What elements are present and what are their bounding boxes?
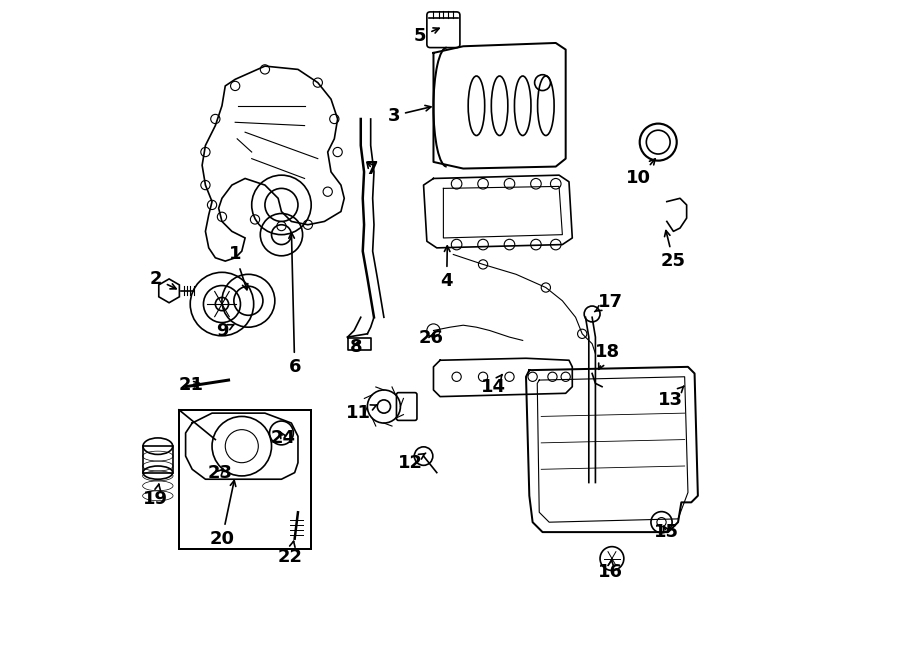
Text: 13: 13 <box>658 386 684 409</box>
Text: 14: 14 <box>481 375 506 396</box>
Text: 21: 21 <box>178 375 203 394</box>
Text: 24: 24 <box>271 428 296 447</box>
Text: 11: 11 <box>346 404 377 422</box>
Text: 7: 7 <box>365 159 378 178</box>
Bar <box>143 446 173 473</box>
Text: 5: 5 <box>414 27 439 46</box>
Text: 10: 10 <box>626 159 655 188</box>
Bar <box>179 410 311 549</box>
Text: 17: 17 <box>595 293 623 311</box>
Text: 23: 23 <box>208 463 232 482</box>
Text: 19: 19 <box>143 484 168 508</box>
Text: 15: 15 <box>654 523 680 541</box>
Text: 1: 1 <box>229 245 248 290</box>
Text: 6: 6 <box>288 233 301 376</box>
Text: 26: 26 <box>419 329 444 348</box>
Text: 25: 25 <box>661 231 686 270</box>
Text: 4: 4 <box>440 246 453 290</box>
Text: 3: 3 <box>388 105 431 125</box>
Text: 2: 2 <box>149 270 176 289</box>
Text: 9: 9 <box>216 321 234 340</box>
Text: 20: 20 <box>210 481 236 548</box>
Text: 16: 16 <box>598 560 623 581</box>
Text: 12: 12 <box>398 453 426 472</box>
Text: 22: 22 <box>277 541 302 566</box>
Text: 18: 18 <box>595 342 620 369</box>
Text: 8: 8 <box>350 338 363 356</box>
